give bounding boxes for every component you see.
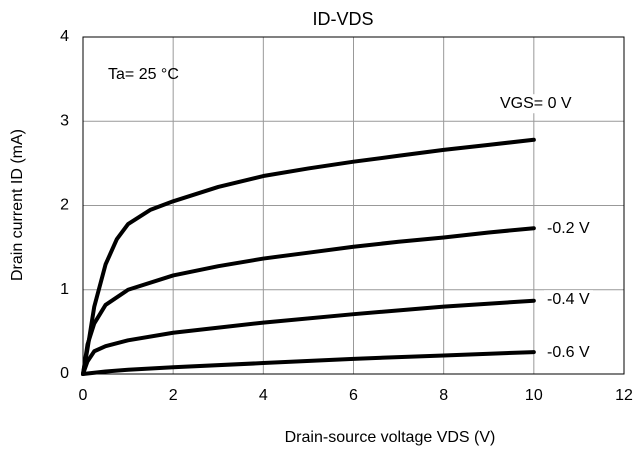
- x-tick-label: 2: [169, 387, 178, 404]
- series-label: -0.2 V: [547, 220, 590, 237]
- label-background: [544, 343, 594, 363]
- series-label: VGS= 0 V: [500, 95, 572, 112]
- y-axis-label: Drain current ID (mA): [9, 129, 26, 281]
- series-line: [81, 350, 536, 376]
- y-tick-label: 4: [60, 28, 69, 45]
- y-tick-label: 2: [60, 197, 69, 214]
- series-label: -0.4 V: [547, 291, 590, 308]
- label-background: [544, 290, 594, 310]
- x-tick-label: 10: [525, 387, 543, 404]
- x-tick-label: 8: [439, 387, 448, 404]
- label-background: [544, 219, 594, 239]
- annotation: Ta= 25 °C: [108, 66, 179, 83]
- series-line: [81, 137, 536, 376]
- chart-title: ID-VDS: [312, 9, 373, 29]
- y-tick-label: 3: [60, 112, 69, 129]
- x-tick-label: 12: [615, 387, 633, 404]
- y-tick-label: 0: [60, 365, 69, 382]
- x-tick-label: 6: [349, 387, 358, 404]
- series-line: [81, 298, 536, 376]
- plot-border: [82, 36, 625, 375]
- series-label: -0.6 V: [547, 344, 590, 361]
- series-line: [81, 226, 536, 376]
- x-tick-label: 0: [79, 387, 88, 404]
- x-tick-label: 4: [259, 387, 268, 404]
- label-background: [497, 94, 575, 114]
- x-axis-label: Drain-source voltage VDS (V): [285, 429, 496, 446]
- y-tick-label: 1: [60, 281, 69, 298]
